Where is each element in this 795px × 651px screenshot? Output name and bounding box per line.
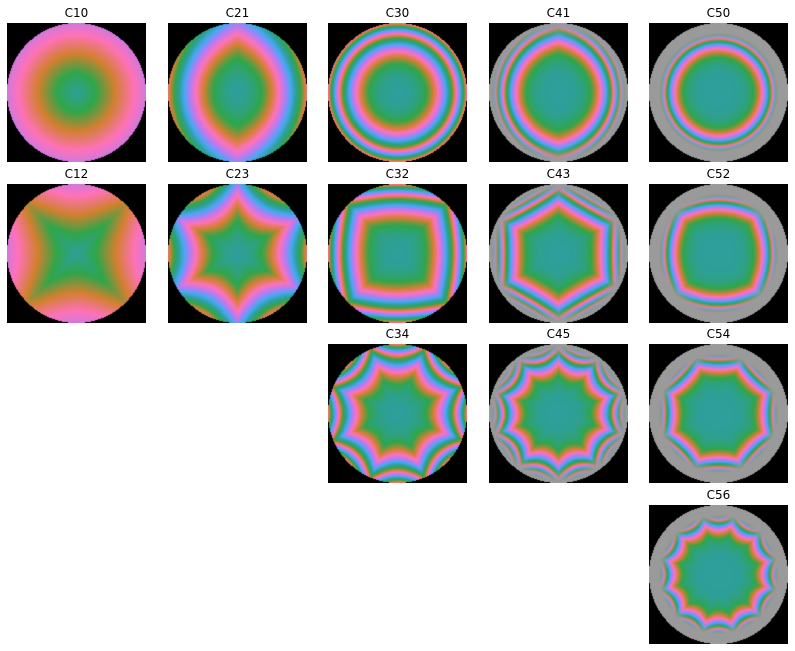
panel-title-c21: C21	[225, 6, 250, 20]
panel-title-c52: C52	[706, 167, 731, 181]
aberration-map-c34	[328, 344, 467, 483]
aberration-map-c45	[489, 344, 628, 483]
aberration-canvas-c56	[649, 505, 788, 644]
aberration-canvas-c50	[649, 23, 788, 162]
aberration-map-c41	[489, 23, 628, 162]
aberration-canvas-c21	[168, 23, 307, 162]
aberration-canvas-c30	[328, 23, 467, 162]
panel-title-c34: C34	[385, 327, 410, 341]
aberration-canvas-c34	[328, 344, 467, 483]
aberration-map-c43	[489, 184, 628, 323]
aberration-canvas-c10	[7, 23, 146, 162]
aberration-canvas-c23	[168, 184, 307, 323]
panel-title-c10: C10	[64, 6, 89, 20]
aberration-map-c21	[168, 23, 307, 162]
aberration-map-c23	[168, 184, 307, 323]
panel-title-c43: C43	[546, 167, 571, 181]
aberration-canvas-c43	[489, 184, 628, 323]
panel-title-c12: C12	[64, 167, 89, 181]
panel-title-c45: C45	[546, 327, 571, 341]
aberration-map-c12	[7, 184, 146, 323]
aberration-map-c54	[649, 344, 788, 483]
panel-title-c50: C50	[706, 6, 731, 20]
aberration-map-c50	[649, 23, 788, 162]
aberration-canvas-c54	[649, 344, 788, 483]
aberration-canvas-c45	[489, 344, 628, 483]
aberration-map-c10	[7, 23, 146, 162]
panel-title-c56: C56	[706, 488, 731, 502]
aberration-canvas-c12	[7, 184, 146, 323]
panel-title-c30: C30	[385, 6, 410, 20]
panel-title-c23: C23	[225, 167, 250, 181]
aberration-map-c32	[328, 184, 467, 323]
aberration-canvas-c52	[649, 184, 788, 323]
aberration-canvas-c41	[489, 23, 628, 162]
aberration-map-c30	[328, 23, 467, 162]
aberration-map-c56	[649, 505, 788, 644]
panel-title-c41: C41	[546, 6, 571, 20]
aberration-canvas-c32	[328, 184, 467, 323]
panel-title-c54: C54	[706, 327, 731, 341]
panel-title-c32: C32	[385, 167, 410, 181]
aberration-map-c52	[649, 184, 788, 323]
